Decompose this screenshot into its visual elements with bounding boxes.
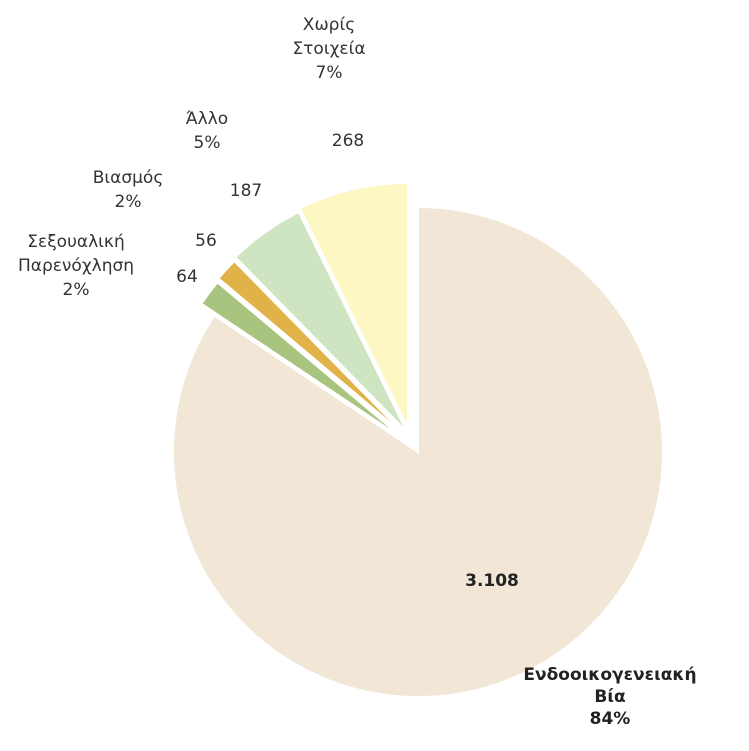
- category-label-endo: Ενδοοικογενειακή Βία 84%: [523, 665, 696, 729]
- value-label-other: 187: [230, 181, 262, 201]
- percent-label-other: 5%: [194, 133, 221, 153]
- category-label-line-sex: Παρενόχληση: [18, 256, 134, 276]
- percent-label-rape: 2%: [115, 192, 142, 212]
- category-label-sex: Σεξουαλική Παρενόχληση 2%: [18, 232, 134, 300]
- pie-slice-other: [233, 210, 408, 433]
- category-label-line-none: Χωρίς: [303, 15, 355, 35]
- value-label-none: 268: [332, 131, 364, 151]
- category-label-other: Άλλο 5%: [186, 109, 228, 153]
- category-label-none: Χωρίς Στοιχεία 7%: [292, 15, 365, 83]
- value-label-sex: 64: [176, 267, 198, 287]
- category-label-line-none: Στοιχεία: [292, 39, 365, 59]
- percent-label-sex: 2%: [63, 280, 90, 300]
- category-label-line-rape: Βιασμός: [93, 168, 164, 188]
- category-label-line-endo: Βία: [594, 687, 625, 707]
- category-label-rape: Βιασμός 2%: [93, 168, 164, 212]
- category-labels: Ενδοοικογενειακή Βία 84% Σεξουαλική Παρενόχλ…: [18, 15, 697, 729]
- pie-slice-endo: [172, 205, 664, 698]
- percent-label-none: 7%: [316, 63, 343, 83]
- category-label-line-endo: Ενδοοικογενειακή: [523, 665, 696, 685]
- pie-slice-rape: [217, 259, 407, 437]
- pie-slice-sex: [200, 280, 406, 441]
- percent-label-endo: 84%: [590, 709, 631, 729]
- pie-slices: [172, 181, 664, 698]
- category-label-line-sex: Σεξουαλική: [27, 232, 124, 252]
- category-label-line-other: Άλλο: [186, 109, 228, 129]
- pie-slice-none: [298, 181, 409, 429]
- value-label-rape: 56: [195, 231, 217, 251]
- value-label-endo: 3.108: [465, 571, 519, 591]
- value-labels: 3.108 64 56 187 268: [176, 131, 519, 591]
